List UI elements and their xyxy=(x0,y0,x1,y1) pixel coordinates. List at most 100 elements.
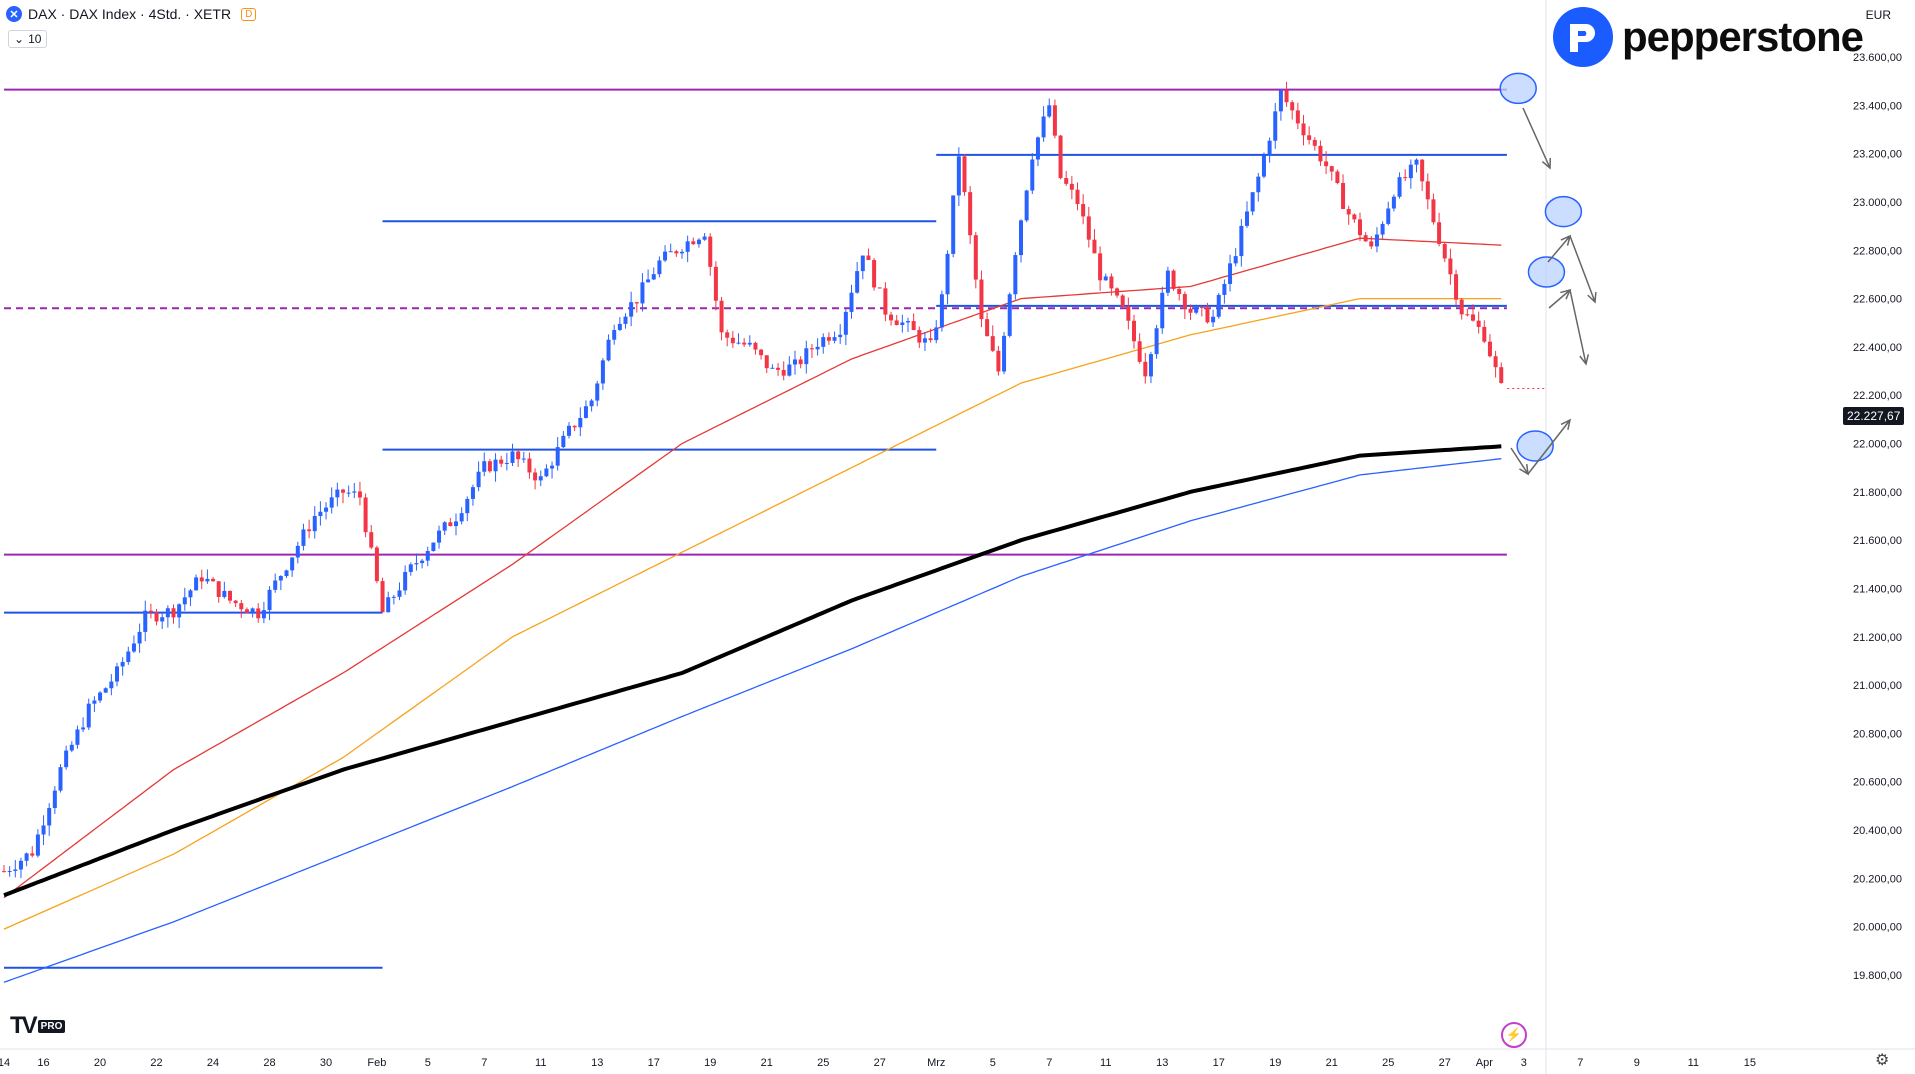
candle-body xyxy=(357,491,362,498)
candle-body xyxy=(1030,159,1035,191)
candle-body xyxy=(391,596,396,598)
candle-body xyxy=(736,342,741,344)
candle-body xyxy=(990,336,995,351)
candle-body xyxy=(256,608,261,619)
candle-body xyxy=(261,610,266,619)
scenario-arrow xyxy=(1569,235,1596,303)
candle-body xyxy=(476,471,481,488)
candle-body xyxy=(1318,145,1323,162)
candle-body xyxy=(81,727,86,730)
candle-body xyxy=(1256,176,1261,193)
candle-body xyxy=(843,311,848,335)
candle-body xyxy=(1301,123,1306,136)
lightning-icon[interactable]: ⚡ xyxy=(1501,1022,1527,1048)
candle-body xyxy=(1352,214,1357,220)
candle-body xyxy=(1278,90,1283,112)
candle-body xyxy=(397,590,402,597)
y-tick-label: 20.800,00 xyxy=(1853,728,1902,740)
candle-body xyxy=(278,576,283,581)
candle-body xyxy=(1002,335,1007,372)
candle-body xyxy=(1092,239,1097,254)
candle-body xyxy=(1284,90,1289,103)
candle-body xyxy=(307,529,312,532)
scenario-arrowhead xyxy=(1519,463,1529,476)
moving-average-line xyxy=(3,237,1502,899)
candle-body xyxy=(465,498,470,514)
candle-body xyxy=(1024,190,1029,221)
candle-body xyxy=(832,337,837,341)
candle-body xyxy=(1058,135,1063,179)
y-tick-label: 23.600,00 xyxy=(1853,52,1902,64)
candle-body xyxy=(1295,110,1300,124)
tradingview-logo[interactable]: TV PRO xyxy=(10,1012,66,1040)
candle-body xyxy=(1177,288,1182,295)
candle-body xyxy=(1171,270,1176,289)
candle-body xyxy=(205,578,210,582)
x-tick-label: 15 xyxy=(1744,1057,1756,1069)
x-tick-label: 9 xyxy=(1634,1057,1640,1069)
candle-body xyxy=(188,590,193,598)
candle-body xyxy=(877,287,882,289)
scenario-arrow xyxy=(1547,235,1571,263)
candle-body xyxy=(482,461,487,472)
y-tick-label: 21.200,00 xyxy=(1853,632,1902,644)
candle-body xyxy=(448,522,453,527)
candle-body xyxy=(154,612,159,622)
candle-body xyxy=(1391,196,1396,209)
candle-body xyxy=(1499,367,1504,384)
candle-body xyxy=(634,302,639,304)
chart-title[interactable]: DAX · DAX Index · 4Std. · XETR xyxy=(28,6,232,22)
x-tick-label: 5 xyxy=(990,1057,996,1069)
candle-body xyxy=(849,292,854,312)
gear-icon[interactable]: ⚙ xyxy=(1875,1052,1890,1069)
x-tick-label: 25 xyxy=(1382,1057,1394,1069)
candle-body xyxy=(685,241,690,252)
candle-body xyxy=(804,348,809,365)
indicator-toggle[interactable]: ⌄ 10 xyxy=(8,30,48,48)
moving-average-line xyxy=(3,297,1502,930)
candle-body xyxy=(657,260,662,275)
x-tick-label: Mrz xyxy=(927,1057,945,1069)
candle-body xyxy=(1228,263,1233,284)
x-tick-label: 11 xyxy=(535,1057,546,1069)
candle-body xyxy=(629,302,634,317)
brand-logo: pepperstone xyxy=(1552,6,1864,68)
candle-body xyxy=(809,348,814,350)
candle-body xyxy=(1250,192,1255,212)
scenario-arrow xyxy=(1548,289,1571,309)
candle-body xyxy=(510,451,515,463)
candle-body xyxy=(1216,294,1221,317)
candle-body xyxy=(544,468,549,477)
x-tick-label: 27 xyxy=(874,1057,886,1069)
candle-body xyxy=(985,319,990,337)
x-tick-label: 24 xyxy=(207,1057,219,1069)
y-tick-label: 21.000,00 xyxy=(1853,680,1902,692)
y-tick-label: 20.600,00 xyxy=(1853,777,1902,789)
scenario-arrowhead xyxy=(1579,354,1590,366)
candle-body xyxy=(889,314,894,321)
brand-name: pepperstone xyxy=(1622,13,1864,60)
candle-body xyxy=(1069,183,1074,190)
candle-body xyxy=(1437,222,1442,244)
candle-body xyxy=(1397,177,1402,197)
candle-body xyxy=(1035,137,1040,160)
candle-body xyxy=(550,465,555,469)
candle-body xyxy=(160,617,165,622)
x-tick-label: 7 xyxy=(1577,1057,1583,1069)
candle-body xyxy=(1312,139,1317,146)
candle-body xyxy=(1205,307,1210,323)
x-tick-label: 25 xyxy=(817,1057,829,1069)
candle-body xyxy=(906,321,910,323)
candle-body xyxy=(1482,326,1487,342)
candle-body xyxy=(86,703,91,728)
candle-body xyxy=(103,688,108,693)
currency-label[interactable]: EUR xyxy=(1865,8,1891,22)
indicator-count: 10 xyxy=(28,32,42,46)
scenario-arrowhead xyxy=(1541,157,1552,170)
candle-body xyxy=(1431,199,1436,223)
candle-body xyxy=(47,808,52,826)
candle-body xyxy=(7,870,12,872)
candle-body xyxy=(973,235,978,280)
candle-body xyxy=(499,459,504,464)
